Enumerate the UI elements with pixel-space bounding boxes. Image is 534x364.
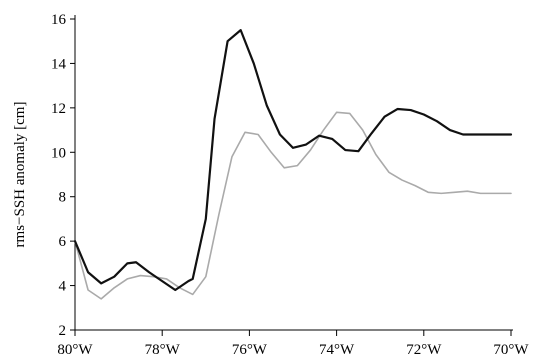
y-tick-label: 14 [51,56,67,72]
x-tick-label: 80°W [57,342,93,358]
x-tick-label: 70°W [493,342,529,358]
series-line-black [73,29,513,292]
ticks: 2 4 6 8 10 12 14 16 80°W 78°W 76°W 74°W 72°W 70°W [51,12,529,358]
y-axis-title: rms−SSH anomaly [cm] [12,102,28,248]
y-tick-label: 6 [59,234,67,250]
x-tick-label: 72°W [406,342,442,358]
series-line-gray [74,111,512,300]
y-tick-label: 16 [51,12,67,28]
y-tick-label: 4 [59,279,67,295]
axes [74,15,513,331]
x-tick-label: 76°W [232,342,268,358]
y-tick-label: 10 [51,145,66,161]
y-tick-label: 8 [59,190,67,206]
series [73,29,513,300]
x-tick-label: 78°W [145,342,181,358]
y-tick-label: 12 [51,101,66,117]
y-tick-label: 2 [59,323,67,339]
x-tick-label: 74°W [319,342,355,358]
